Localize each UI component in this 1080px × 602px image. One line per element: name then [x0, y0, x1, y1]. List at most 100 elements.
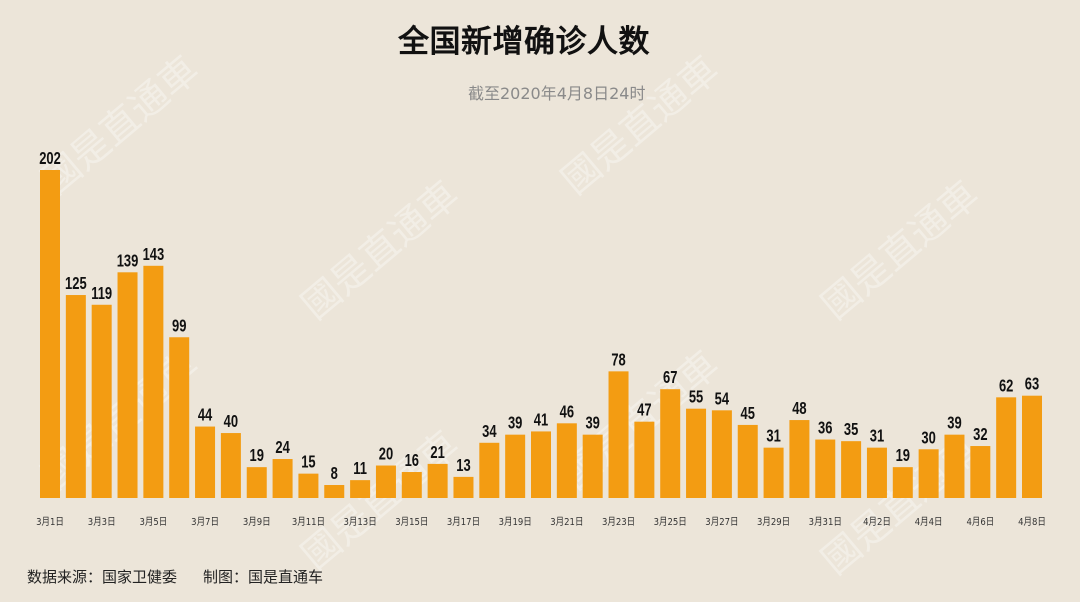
- data-source: 数据来源：国家卫健委: [27, 568, 178, 586]
- bar: [65, 295, 86, 498]
- x-tick-label: 3月23日: [602, 516, 635, 528]
- x-tick-label: 3月1日: [36, 516, 64, 528]
- data-label: 67: [663, 368, 678, 388]
- data-label: 119: [91, 284, 112, 304]
- bar: [143, 265, 164, 498]
- data-label-group: 30: [921, 428, 936, 448]
- data-label: 54: [715, 389, 730, 409]
- data-label: 44: [198, 406, 213, 426]
- x-tick-label: 3月3日: [88, 516, 116, 528]
- data-label: 202: [39, 149, 61, 169]
- bar: [1022, 395, 1042, 498]
- data-label-group: 47: [637, 401, 652, 421]
- bar: [298, 473, 319, 498]
- bar: [505, 434, 526, 498]
- bar: [117, 272, 138, 498]
- chart-credit: 制图：国是直通车: [203, 568, 324, 586]
- data-label-group: 31: [870, 427, 885, 447]
- x-tick-label: 3月7日: [191, 516, 219, 528]
- bar: [272, 459, 293, 498]
- x-tick-label: 3月17日: [447, 516, 480, 528]
- x-tick-label: 3月13日: [344, 516, 377, 528]
- watermark-layer: 國是直通車國是直通車國是直通車國是直通車國是直通車國是直通車國是直通車國是直通車: [33, 47, 987, 583]
- data-label-group: 21: [430, 443, 445, 463]
- bar: [944, 434, 965, 498]
- data-label: 34: [482, 422, 497, 442]
- bar: [789, 420, 810, 498]
- data-label: 36: [818, 419, 833, 439]
- x-tick-label-group: 3月3日: [88, 516, 116, 528]
- x-tick-label-group: 3月23日: [602, 516, 635, 528]
- data-label: 139: [117, 251, 139, 271]
- x-tick-label-group: 3月31日: [809, 516, 842, 528]
- bar: [841, 441, 862, 498]
- data-label-group: 19: [896, 446, 911, 466]
- x-tick-label: 3月19日: [499, 516, 532, 528]
- data-label-group: 139: [117, 251, 139, 271]
- bar: [324, 485, 345, 498]
- bar: [91, 304, 112, 498]
- data-label: 40: [224, 412, 239, 432]
- chart-title: 全国新增确诊人数: [398, 24, 650, 60]
- data-label: 30: [921, 428, 936, 448]
- bar: [479, 442, 500, 498]
- data-label-group: 41: [534, 411, 549, 431]
- bar: [737, 424, 758, 498]
- x-tick-label: 3月5日: [139, 516, 167, 528]
- x-tick-label-group: 3月15日: [395, 516, 428, 528]
- data-label-group: 19: [250, 446, 265, 466]
- bar: [453, 476, 474, 498]
- data-label-group: 16: [405, 451, 420, 471]
- data-label: 125: [65, 274, 87, 294]
- data-label-group: 67: [663, 368, 678, 388]
- data-label: 35: [844, 420, 859, 440]
- data-label: 19: [896, 446, 911, 466]
- data-label: 21: [430, 443, 445, 463]
- x-tick-label-group: 3月7日: [191, 516, 219, 528]
- data-label: 62: [999, 376, 1014, 396]
- data-label-group: 46: [560, 402, 575, 422]
- data-label-group: 36: [818, 419, 833, 439]
- x-tick-label-group: 4月8日: [1018, 516, 1046, 528]
- data-label: 39: [585, 414, 600, 434]
- x-tick-label: 3月9日: [243, 516, 271, 528]
- data-label-group: 44: [198, 406, 213, 426]
- data-label-group: 13: [456, 456, 471, 476]
- data-label-group: 34: [482, 422, 497, 442]
- data-label-group: 63: [1025, 375, 1040, 395]
- bar: [660, 389, 681, 498]
- data-label-group: 78: [611, 350, 626, 370]
- x-tick-label: 3月27日: [705, 516, 738, 528]
- data-label: 47: [637, 401, 652, 421]
- data-label: 48: [792, 399, 807, 419]
- x-tick-label-group: 3月11日: [292, 516, 325, 528]
- x-tick-label: 3月21日: [550, 516, 583, 528]
- data-label: 8: [331, 464, 338, 484]
- data-label-group: 39: [585, 414, 600, 434]
- x-tick-label-group: 4月6日: [966, 516, 994, 528]
- x-tick-label-group: 3月17日: [447, 516, 480, 528]
- bar: [531, 431, 551, 498]
- bar: [375, 465, 396, 498]
- data-label: 31: [870, 427, 885, 447]
- bar: [350, 480, 371, 498]
- bar: [427, 463, 448, 498]
- data-label: 13: [456, 456, 471, 476]
- data-label-group: 48: [792, 399, 807, 419]
- data-label-group: 99: [172, 316, 187, 336]
- data-label: 78: [611, 350, 626, 370]
- x-tick-label: 3月25日: [654, 516, 687, 528]
- bar: [711, 410, 732, 498]
- bar: [169, 337, 190, 498]
- data-label-group: 15: [301, 453, 316, 473]
- data-label: 99: [172, 316, 187, 336]
- data-label: 32: [973, 425, 988, 445]
- x-tick-label-group: 4月2日: [863, 516, 891, 528]
- watermark-text: 國是直通車: [293, 172, 467, 328]
- x-tick-label-group: 3月13日: [344, 516, 377, 528]
- chart-subtitle: 截至2020年4月8日24时: [468, 84, 646, 103]
- x-tick-label-group: 4月4日: [915, 516, 943, 528]
- x-tick-label: 3月29日: [757, 516, 790, 528]
